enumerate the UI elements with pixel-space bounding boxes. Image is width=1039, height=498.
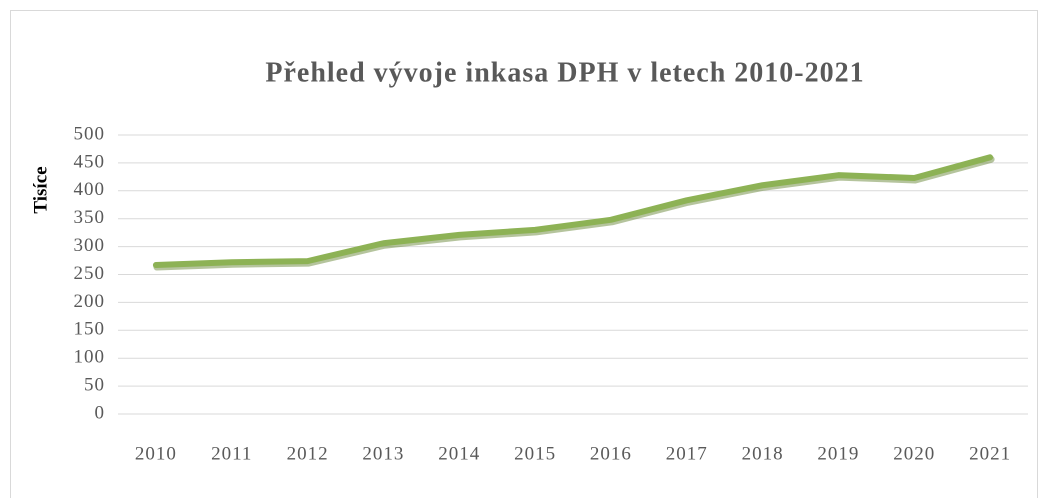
x-tick-label: 2018 <box>742 443 784 464</box>
y-axis-label: Tisíce <box>30 166 51 213</box>
y-tick-label: 400 <box>74 179 106 200</box>
y-tick-label: 50 <box>84 374 105 395</box>
x-tick-label: 2013 <box>362 443 404 464</box>
y-tick-label: 350 <box>74 207 106 228</box>
x-tick-label: 2012 <box>287 443 329 464</box>
chart-title: Přehled vývoje inkasa DPH v letech 2010-… <box>265 57 864 88</box>
x-tick-label: 2017 <box>666 443 708 464</box>
y-tick-label: 200 <box>74 291 106 312</box>
line-series <box>152 154 994 269</box>
x-tick-label: 2014 <box>438 443 480 464</box>
x-tick-label: 2020 <box>893 443 935 464</box>
y-tick-label: 0 <box>95 402 106 423</box>
x-tick-label: 2019 <box>817 443 859 464</box>
x-tick-label: 2015 <box>514 443 556 464</box>
y-tick-label: 100 <box>74 347 106 368</box>
y-tick-label: 300 <box>74 235 106 256</box>
x-tick-label: 2011 <box>211 443 252 464</box>
x-tick-label: 2021 <box>969 443 1011 464</box>
chart-frame <box>10 10 1038 498</box>
x-tick-label: 2016 <box>590 443 632 464</box>
y-tick-label: 150 <box>74 319 106 340</box>
y-tick-label: 450 <box>74 151 106 172</box>
y-tick-label: 250 <box>74 263 106 284</box>
y-tick-label: 500 <box>74 123 106 144</box>
x-tick-label: 2010 <box>135 443 177 464</box>
